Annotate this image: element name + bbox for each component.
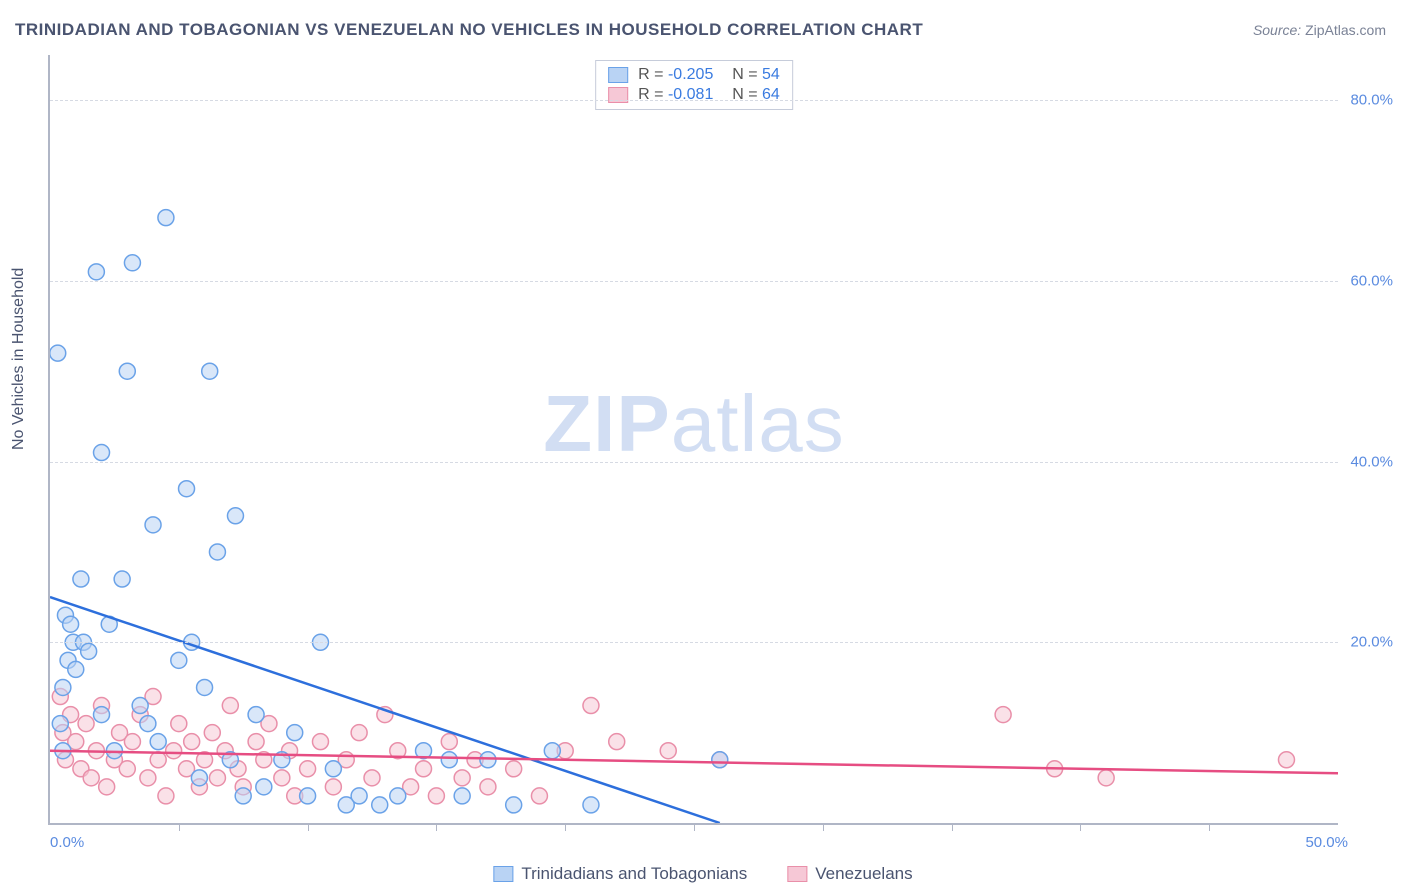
chart-title: TRINIDADIAN AND TOBAGONIAN VS VENEZUELAN… bbox=[15, 20, 923, 40]
series-legend: Trinidadians and Tobagonians Venezuelans bbox=[493, 864, 912, 884]
plot-area: ZIPatlas R = -0.205 N = 54 R = -0.081 N … bbox=[48, 55, 1338, 825]
legend-label-b: Venezuelans bbox=[815, 864, 912, 884]
scatter-svg bbox=[50, 55, 1338, 823]
legend-label-a: Trinidadians and Tobagonians bbox=[521, 864, 747, 884]
x-tick-min: 0.0% bbox=[50, 834, 84, 851]
y-axis-label: No Vehicles in Household bbox=[10, 268, 28, 450]
legend-item-a: Trinidadians and Tobagonians bbox=[493, 864, 747, 884]
legend-swatch-b bbox=[787, 866, 807, 882]
legend-swatch-a bbox=[493, 866, 513, 882]
source-attribution: Source: ZipAtlas.com bbox=[1253, 22, 1386, 38]
y-tick-label: 20.0% bbox=[1350, 634, 1393, 651]
y-tick-label: 80.0% bbox=[1350, 92, 1393, 109]
y-tick-label: 40.0% bbox=[1350, 453, 1393, 470]
source-value: ZipAtlas.com bbox=[1305, 22, 1386, 38]
x-tick-max: 50.0% bbox=[1305, 834, 1348, 851]
legend-item-b: Venezuelans bbox=[787, 864, 912, 884]
y-tick-label: 60.0% bbox=[1350, 272, 1393, 289]
source-label: Source: bbox=[1253, 22, 1301, 38]
